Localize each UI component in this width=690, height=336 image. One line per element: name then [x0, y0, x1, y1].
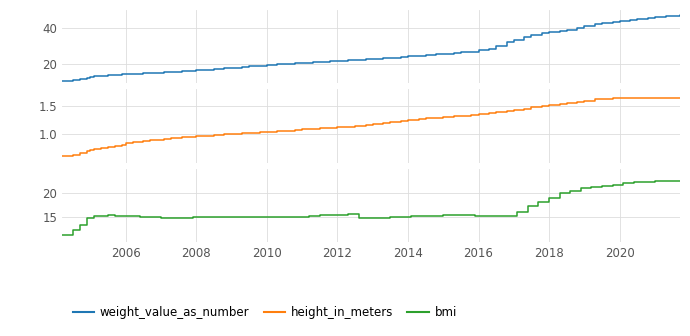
Legend: weight_value_as_number, height_in_meters, bmi: weight_value_as_number, height_in_meters… — [68, 301, 462, 323]
